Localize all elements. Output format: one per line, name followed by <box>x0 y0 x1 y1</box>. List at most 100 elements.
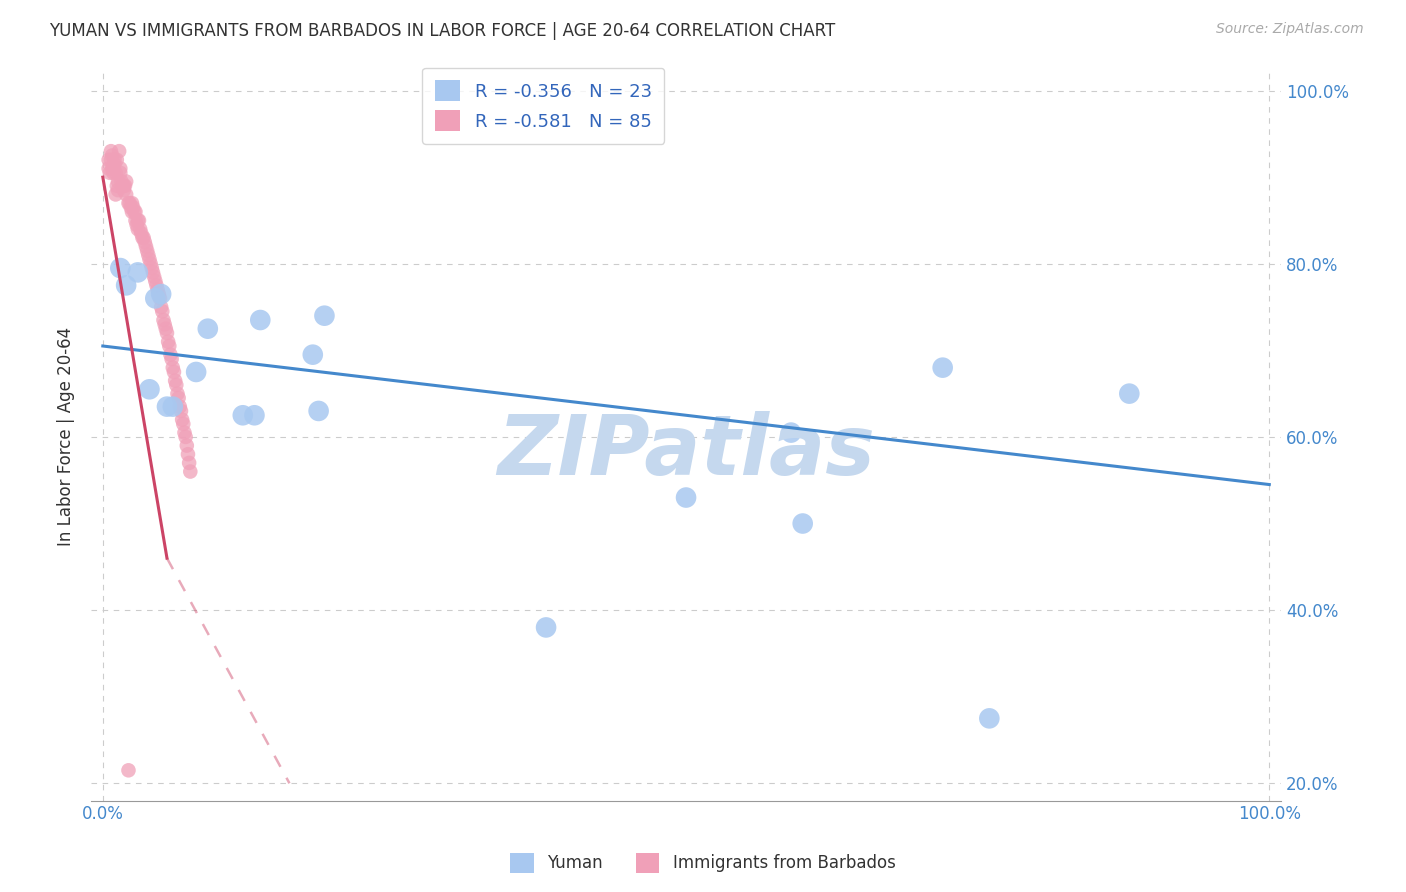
Point <box>124 204 146 219</box>
Point <box>1118 386 1140 401</box>
Text: YUMAN VS IMMIGRANTS FROM BARBADOS IN LABOR FORCE | AGE 20-64 CORRELATION CHART: YUMAN VS IMMIGRANTS FROM BARBADOS IN LAB… <box>49 22 835 40</box>
Point <box>136 244 159 258</box>
Point <box>125 218 148 232</box>
Point <box>127 222 149 236</box>
Point <box>141 261 163 276</box>
Point <box>110 261 132 276</box>
Point <box>301 348 323 362</box>
Point <box>150 300 173 314</box>
Point <box>132 231 155 245</box>
Point <box>148 287 170 301</box>
Point <box>105 153 128 167</box>
Point <box>143 291 166 305</box>
Point <box>110 161 132 176</box>
Point <box>112 178 135 193</box>
Point <box>143 269 166 284</box>
Point <box>675 491 697 505</box>
Point <box>134 235 156 249</box>
Point <box>117 764 139 778</box>
Point <box>163 365 186 379</box>
Point <box>142 265 165 279</box>
Point <box>110 174 132 188</box>
Point <box>104 166 127 180</box>
Point <box>534 620 557 634</box>
Point <box>931 360 953 375</box>
Point <box>100 144 122 158</box>
Point <box>152 313 174 327</box>
Point <box>128 213 150 227</box>
Point <box>162 400 184 414</box>
Point <box>138 382 160 396</box>
Point <box>160 351 183 366</box>
Point <box>112 183 135 197</box>
Point <box>179 465 201 479</box>
Point <box>155 321 177 335</box>
Point <box>157 339 180 353</box>
Point <box>124 204 146 219</box>
Text: Source: ZipAtlas.com: Source: ZipAtlas.com <box>1216 22 1364 37</box>
Point <box>166 386 188 401</box>
Point <box>114 178 136 193</box>
Point <box>135 239 157 253</box>
Point <box>159 348 181 362</box>
Point <box>150 304 173 318</box>
Legend: R = -0.356   N = 23, R = -0.581   N = 85: R = -0.356 N = 23, R = -0.581 N = 85 <box>422 68 665 144</box>
Point <box>165 378 187 392</box>
Point <box>169 400 191 414</box>
Point <box>120 201 142 215</box>
Point <box>127 265 149 279</box>
Point <box>98 166 121 180</box>
Point <box>167 391 190 405</box>
Point <box>177 447 200 461</box>
Point <box>111 178 134 193</box>
Point <box>103 166 125 180</box>
Point <box>122 201 145 215</box>
Point <box>107 174 129 188</box>
Point <box>179 456 201 470</box>
Point <box>146 283 169 297</box>
Point <box>124 213 146 227</box>
Point <box>108 144 131 158</box>
Point <box>979 711 1001 725</box>
Point <box>97 161 120 176</box>
Point <box>165 374 187 388</box>
Point <box>314 309 336 323</box>
Point <box>139 257 162 271</box>
Point <box>104 187 127 202</box>
Point <box>117 196 139 211</box>
Y-axis label: In Labor Force | Age 20-64: In Labor Force | Age 20-64 <box>58 327 75 547</box>
Point <box>103 161 125 176</box>
Point <box>156 400 179 414</box>
Point <box>121 204 143 219</box>
Point <box>115 187 138 202</box>
Point <box>115 278 138 293</box>
Point <box>136 248 159 262</box>
Point <box>110 166 132 180</box>
Point <box>184 365 207 379</box>
Point <box>249 313 271 327</box>
Point <box>243 409 266 423</box>
Point <box>131 231 153 245</box>
Point <box>127 213 149 227</box>
Point <box>153 318 176 332</box>
Point <box>105 178 128 193</box>
Point <box>157 334 180 349</box>
Point <box>162 360 184 375</box>
Point <box>103 153 125 167</box>
Point <box>118 196 141 211</box>
Point <box>172 417 194 431</box>
Point <box>149 291 172 305</box>
Point <box>131 227 153 241</box>
Point <box>308 404 330 418</box>
Point <box>172 412 194 426</box>
Point <box>145 278 167 293</box>
Point <box>97 153 120 167</box>
Legend: Yuman, Immigrants from Barbados: Yuman, Immigrants from Barbados <box>503 847 903 880</box>
Point <box>100 153 122 167</box>
Point <box>792 516 814 531</box>
Point <box>101 161 124 176</box>
Point <box>232 409 254 423</box>
Point <box>107 183 129 197</box>
Point <box>173 425 195 440</box>
Point <box>197 321 219 335</box>
